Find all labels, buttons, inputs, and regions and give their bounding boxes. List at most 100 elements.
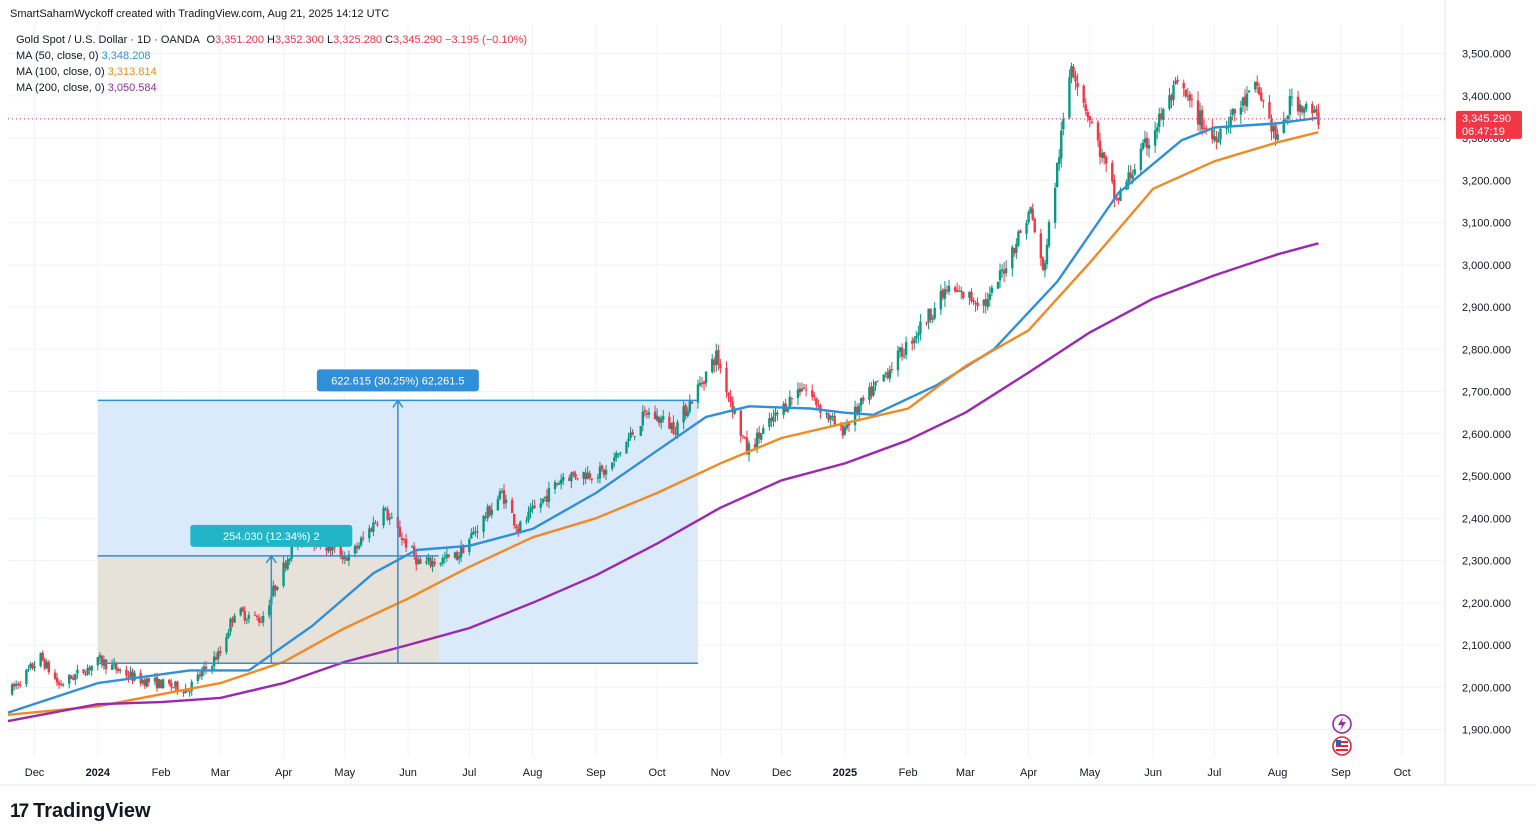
candle-body xyxy=(868,387,871,400)
candle-body xyxy=(576,478,579,480)
candle-body xyxy=(696,384,700,403)
candle-body xyxy=(355,545,359,549)
candle-body xyxy=(770,417,773,422)
candle-body xyxy=(361,537,365,539)
candle-body xyxy=(568,477,571,481)
candle-body xyxy=(200,670,204,677)
candle-body xyxy=(1200,109,1204,130)
candle-body xyxy=(472,531,475,535)
candle-body xyxy=(233,615,236,623)
candle-body xyxy=(55,677,59,683)
candle-body xyxy=(725,367,728,393)
candle-body xyxy=(417,559,420,564)
candle-body xyxy=(1262,100,1265,102)
candle-body xyxy=(1047,222,1051,246)
ma200-legend-row[interactable]: MA (200, close, 0) 3,050.584 xyxy=(16,80,527,96)
candle-body xyxy=(743,436,747,438)
candle-body xyxy=(970,292,973,302)
candle-body xyxy=(586,472,589,479)
candle-body xyxy=(1070,65,1073,79)
candle-body xyxy=(112,663,116,665)
candle-body xyxy=(198,674,202,677)
candle-body xyxy=(519,521,522,532)
candle-body xyxy=(1072,66,1075,77)
candle-body xyxy=(700,382,704,384)
candle-body xyxy=(1041,257,1045,270)
candle-body xyxy=(1098,140,1102,157)
candle-body xyxy=(84,673,87,675)
candle-body xyxy=(504,499,508,504)
candle-body xyxy=(739,410,742,436)
candle-body xyxy=(574,473,577,478)
candle-body xyxy=(176,681,179,692)
candle-body xyxy=(974,303,977,305)
time-tick-label: Sep xyxy=(586,767,606,779)
candle-body xyxy=(729,396,732,403)
candle-body xyxy=(853,406,857,426)
candle-body xyxy=(1188,94,1192,101)
candle-body xyxy=(182,692,185,694)
candle-body xyxy=(531,505,534,509)
candle-body xyxy=(376,524,379,526)
candle-body xyxy=(533,505,536,508)
candle-body xyxy=(976,302,979,306)
candle-body xyxy=(874,381,877,386)
candle-body xyxy=(100,655,104,665)
candle-body xyxy=(857,405,861,414)
candle-body xyxy=(325,547,328,551)
price-axis[interactable]: 1,900.000 2,000.000 2,100.000 2,200.000 2,30… xyxy=(1462,49,1511,737)
ma100-label: MA (100, close, 0) xyxy=(16,66,105,78)
tradingview-brand[interactable]: 17 TradingView xyxy=(10,800,151,823)
candle-body xyxy=(755,432,759,448)
price-tick-label: 2,900.000 xyxy=(1462,302,1511,314)
candle-body xyxy=(1011,247,1014,269)
candle-body xyxy=(782,403,785,415)
candle-body xyxy=(1198,110,1202,126)
candle-body xyxy=(841,425,845,436)
us-flag-icon[interactable] xyxy=(1332,736,1352,756)
candle-body xyxy=(433,562,436,564)
candle-body xyxy=(1160,113,1163,120)
candle-body xyxy=(772,416,775,422)
time-axis[interactable]: Dec 2024 Feb Mar Apr May Jun Jul Aug Sep Oct Nov Dec… xyxy=(25,767,1411,779)
candle-body xyxy=(1211,127,1214,139)
ma100-legend-row[interactable]: MA (100, close, 0) 3,313.814 xyxy=(16,64,527,80)
symbol-title[interactable]: Gold Spot / U.S. Dollar · 1D · OANDA xyxy=(16,34,200,46)
candle-body xyxy=(641,411,645,426)
candle-body xyxy=(698,382,702,386)
candle-body xyxy=(415,555,418,565)
candle-body xyxy=(131,671,134,681)
candle-body xyxy=(929,308,932,320)
candle-body xyxy=(825,413,828,415)
candle-body xyxy=(1290,96,1294,98)
candle-body xyxy=(1100,152,1104,158)
candle-body xyxy=(590,478,593,480)
time-tick-label: Dec xyxy=(772,767,792,779)
ma200-line xyxy=(7,242,1319,723)
candle-body xyxy=(1213,136,1216,141)
candle-body xyxy=(529,508,532,513)
candle-body xyxy=(190,681,193,692)
flash-icon[interactable] xyxy=(1332,714,1352,734)
candle-body xyxy=(327,542,330,552)
candle-body xyxy=(147,678,151,683)
candle-body xyxy=(559,479,563,484)
ma50-line xyxy=(7,116,1319,714)
candle-body xyxy=(39,652,42,666)
candle-body xyxy=(984,299,987,306)
candle-body xyxy=(876,380,879,382)
candle-body xyxy=(333,546,336,548)
candle-body xyxy=(372,522,375,532)
candle-body xyxy=(1013,248,1016,254)
candle-body xyxy=(347,554,351,561)
candle-body xyxy=(947,285,951,292)
candle-body xyxy=(829,415,832,420)
candle-body xyxy=(610,462,614,469)
candle-body xyxy=(1141,142,1145,150)
candle-body xyxy=(1168,95,1171,109)
candle-body xyxy=(239,608,242,616)
candle-body xyxy=(802,387,806,389)
candle-body xyxy=(741,435,745,437)
ma50-legend-row[interactable]: MA (50, close, 0) 3,348.208 xyxy=(16,48,527,64)
